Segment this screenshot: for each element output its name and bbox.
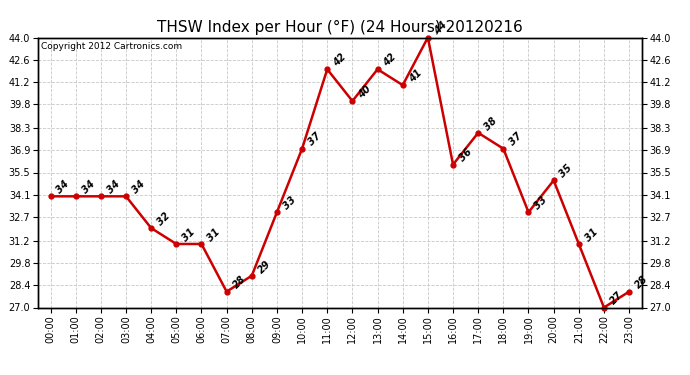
Text: 37: 37 bbox=[306, 131, 323, 148]
Text: 32: 32 bbox=[155, 211, 172, 227]
Text: 42: 42 bbox=[331, 52, 348, 69]
Text: 34: 34 bbox=[55, 179, 71, 195]
Text: 28: 28 bbox=[633, 274, 650, 291]
Text: 33: 33 bbox=[533, 195, 549, 211]
Text: 31: 31 bbox=[206, 226, 222, 243]
Text: 29: 29 bbox=[256, 258, 273, 275]
Text: 35: 35 bbox=[558, 163, 575, 180]
Text: 34: 34 bbox=[105, 179, 121, 195]
Text: 36: 36 bbox=[457, 147, 474, 164]
Text: 40: 40 bbox=[357, 84, 373, 100]
Text: 34: 34 bbox=[80, 179, 97, 195]
Text: 34: 34 bbox=[130, 179, 147, 195]
Text: 31: 31 bbox=[583, 226, 600, 243]
Title: THSW Index per Hour (°F) (24 Hours) 20120216: THSW Index per Hour (°F) (24 Hours) 2012… bbox=[157, 20, 523, 35]
Text: 28: 28 bbox=[230, 274, 248, 291]
Text: Copyright 2012 Cartronics.com: Copyright 2012 Cartronics.com bbox=[41, 42, 182, 51]
Text: 33: 33 bbox=[281, 195, 297, 211]
Text: 37: 37 bbox=[508, 131, 524, 148]
Text: 38: 38 bbox=[482, 116, 499, 132]
Text: 41: 41 bbox=[407, 68, 424, 84]
Text: 31: 31 bbox=[181, 226, 197, 243]
Text: 42: 42 bbox=[382, 52, 398, 69]
Text: 44: 44 bbox=[432, 20, 448, 37]
Text: 27: 27 bbox=[608, 290, 624, 307]
